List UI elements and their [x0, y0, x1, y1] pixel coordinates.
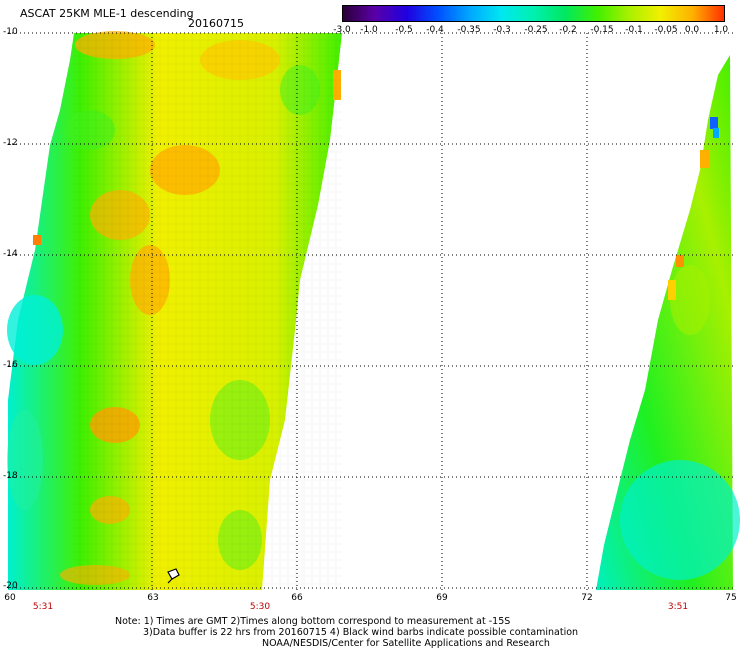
lat-label: -20: [3, 581, 18, 591]
lon-label: 60: [4, 593, 16, 603]
product-date: 20160715: [188, 17, 244, 30]
colorbar-label: -0.3: [493, 25, 511, 35]
note-line-2: 3)Data buffer is 22 hrs from 20160715 4)…: [143, 627, 579, 638]
lon-label: 66: [291, 593, 303, 603]
colorbar-label: -0.2: [559, 25, 577, 35]
colorbar-label: -3.0: [333, 25, 351, 35]
colorbar-label: -0.4: [426, 25, 444, 35]
colorbar: [342, 5, 725, 22]
colorbar-label: -0.5: [395, 25, 413, 35]
pass-time: 5:31: [32, 602, 54, 612]
lat-label: -12: [3, 138, 18, 148]
lat-label: -16: [3, 360, 18, 370]
left-swath: [7, 31, 342, 590]
right-swath: [596, 55, 740, 590]
colorbar-gradient: [343, 6, 724, 21]
colorbar-label: -0.25: [524, 25, 548, 35]
colorbar-label: 1.0: [713, 25, 729, 35]
product-title: ASCAT 25KM MLE-1 descending: [20, 7, 194, 20]
note-line-3: NOAA/NESDIS/Center for Satellite Applica…: [262, 638, 550, 649]
wind-barb-marker: [167, 568, 180, 584]
lon-label: 69: [436, 593, 448, 603]
colorbar-label: -0.05: [654, 25, 678, 35]
colorbar-label: 0.0: [684, 25, 700, 35]
lon-label: 63: [147, 593, 159, 603]
colorbar-label: -0.15: [590, 25, 614, 35]
pass-time: 3:51: [667, 602, 689, 612]
lon-label: 72: [581, 593, 593, 603]
lat-label: -10: [3, 27, 18, 37]
lat-label: -18: [3, 471, 18, 481]
pass-time: 5:30: [249, 602, 271, 612]
lon-label: 75: [725, 593, 737, 603]
lat-label: -14: [3, 249, 18, 259]
note-line-1: Note: 1) Times are GMT 2)Times along bot…: [115, 616, 511, 627]
colorbar-labels: -3.0 -1.0 -0.5 -0.4 -0.35 -0.3 -0.25 -0.…: [333, 25, 729, 37]
colorbar-label: -0.35: [457, 25, 481, 35]
graticule: [8, 32, 733, 590]
colorbar-label: -1.0: [360, 25, 378, 35]
colorbar-label: -0.1: [625, 25, 643, 35]
